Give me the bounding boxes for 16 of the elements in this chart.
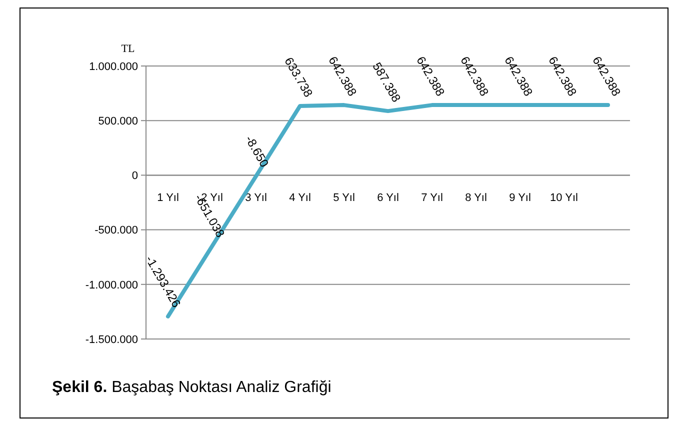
- y-tick-label: 0: [132, 170, 138, 182]
- x-tick-label: 10 Yıl: [550, 192, 578, 204]
- y-tick-label: 1.000.000: [89, 60, 138, 73]
- x-tick-label: 5 Yıl: [333, 192, 355, 204]
- text: Şekil 6. Başabaş Noktası Analiz Grafiği: [52, 379, 332, 396]
- x-tick-label: 1 Yıl: [157, 192, 179, 204]
- x-tick-label: 8 Yıl: [465, 192, 487, 204]
- x-tick-label: 6 Yıl: [377, 192, 399, 204]
- y-tick-label: 500.000: [98, 115, 138, 128]
- x-tick-label: 4 Yıl: [289, 192, 311, 204]
- x-tick-label: 7 Yıl: [421, 192, 443, 204]
- x-tick-label: 9 Yıl: [509, 192, 531, 204]
- y-axis-title: TL: [121, 43, 135, 55]
- y-tick-label: -1.500.000: [85, 334, 138, 346]
- y-tick-label: -500.000: [94, 224, 138, 237]
- y-tick-label: -1.000.000: [85, 279, 138, 292]
